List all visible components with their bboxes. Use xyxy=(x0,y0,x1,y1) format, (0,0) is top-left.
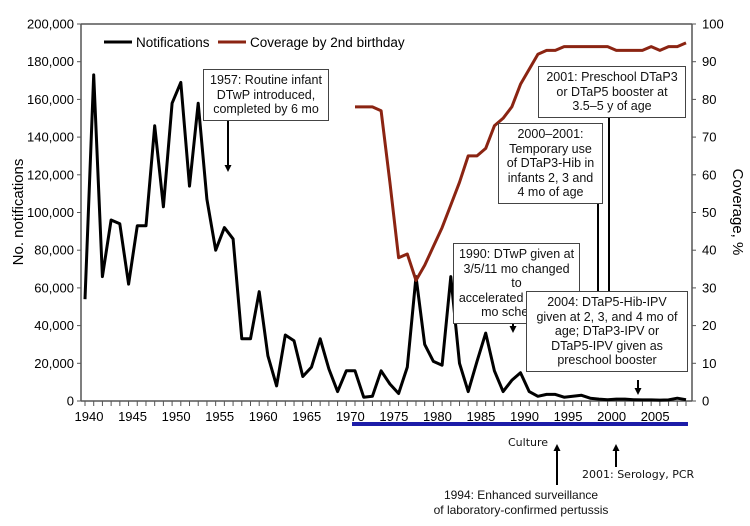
annotation-line: infants 2, 3 and xyxy=(507,170,594,185)
x-tick-label: 1980 xyxy=(423,409,452,424)
y-tick-label: 200,000 xyxy=(27,17,74,32)
serology-pcr-note: 2001: Serology, PCR xyxy=(582,468,695,481)
y2-axis-label: Coverage, % xyxy=(729,169,746,256)
y-axis-label: No. notifications xyxy=(10,159,27,266)
x-tick-label: 1960 xyxy=(249,409,278,424)
y-tick-label: 100,000 xyxy=(27,205,74,220)
y2-tick-label: 0 xyxy=(702,394,709,409)
annotation-line: of DTaP3-Hib in xyxy=(506,156,595,170)
legend-label-notifications: Notifications xyxy=(136,35,210,50)
annotation-line: 3/5/11 mo changed to xyxy=(463,261,570,291)
annotation-line: 2001: Preschool DTaP3 xyxy=(546,70,678,84)
x-tick-label: 2000 xyxy=(597,409,626,424)
arrow-1957-head xyxy=(224,165,232,172)
annotation-line: DTwP introduced, xyxy=(216,87,316,102)
y2-tick-label: 100 xyxy=(702,17,724,32)
y2-tick-label: 60 xyxy=(702,167,716,182)
x-tick-label: 1955 xyxy=(205,409,234,424)
arrow-2001-serology-head xyxy=(612,444,620,451)
y2-tick-label: 70 xyxy=(702,130,716,145)
note-line: 1994: Enhanced surveillance xyxy=(443,488,599,502)
annotation-line: 1990: DTwP given at xyxy=(458,247,575,261)
x-tick-label: 1985 xyxy=(466,409,495,424)
series-layer xyxy=(83,41,687,402)
annotation-line: 2000–2001: xyxy=(517,127,584,141)
y2-tick-label: 90 xyxy=(702,54,716,69)
notifications-line xyxy=(83,73,687,402)
annotation-a1957: 1957: Routine infant DTwP introduced, comp… xyxy=(203,69,329,121)
annotation-line: preschool booster xyxy=(557,353,657,367)
y-tick-label: 120,000 xyxy=(27,167,74,182)
annotation-a2001b: 2001: Preschool DTaP3 or DTaP5 booster at… xyxy=(538,66,686,118)
y2-tick-label: 50 xyxy=(702,205,716,220)
y-tick-label: 160,000 xyxy=(27,92,74,107)
annotation-line: given at 2, 3, and 4 mo of xyxy=(536,309,678,324)
x-tick-label: 1975 xyxy=(379,409,408,424)
x-tick-label: 2005 xyxy=(641,409,670,424)
annotation-line: 2004: DTaP5-Hib-IPV xyxy=(547,295,667,309)
x-tick-label: 1940 xyxy=(75,409,104,424)
annotation-a2004: 2004: DTaP5-Hib-IPV given at 2, 3, and 4 … xyxy=(526,291,688,372)
y-tick-label: 0 xyxy=(67,394,74,409)
x-tick-label: 1965 xyxy=(292,409,321,424)
x-tick-label: 1970 xyxy=(336,409,365,424)
annotation-line: or DTaP5 booster at xyxy=(556,84,668,99)
arrow-2004-head xyxy=(634,388,642,395)
annotation-line: DTaP5-IPV given as xyxy=(551,338,663,353)
legend-label-coverage: Coverage by 2nd birthday xyxy=(250,35,405,50)
annotation-line: 3.5–5 y of age xyxy=(572,99,652,113)
y2-tick-label: 80 xyxy=(702,92,716,107)
arrow-1994-head xyxy=(553,444,561,451)
annotation-line: 1957: Routine infant xyxy=(210,73,322,87)
y-tick-label: 140,000 xyxy=(27,130,74,145)
annotation-line: Temporary use xyxy=(509,141,592,156)
y2-tick-label: 30 xyxy=(702,280,716,295)
arrow-1990-head xyxy=(509,326,517,333)
y-tick-label: 180,000 xyxy=(27,54,74,69)
y2-tick-label: 10 xyxy=(702,356,716,371)
annotation-a2000: 2000–2001: Temporary use of DTaP3-Hib in in… xyxy=(498,123,603,204)
note-line: of laboratory-confirmed pertussis xyxy=(433,503,609,517)
culture-label: Culture xyxy=(508,436,549,449)
y-tick-label: 80,000 xyxy=(34,243,74,258)
y-tick-label: 20,000 xyxy=(34,356,74,371)
annotation-line: 4 mo of age xyxy=(517,185,584,199)
annotation-line: age; DTaP3-IPV or xyxy=(554,324,660,338)
x-tick-label: 1945 xyxy=(118,409,147,424)
annotation-a1990: 1990: DTwP given at 3/5/11 mo changed to a… xyxy=(453,243,580,324)
y2-tick-label: 20 xyxy=(702,318,716,333)
x-tick-label: 1950 xyxy=(162,409,191,424)
annotation-line: completed by 6 mo xyxy=(213,102,319,116)
axes: 0 20,000 40,000 60,000 80,000 100,000 120,000 1… xyxy=(27,17,724,426)
y-tick-label: 60,000 xyxy=(34,280,74,295)
y-tick-label: 40,000 xyxy=(34,318,74,333)
legend: Notifications Coverage by 2nd birthday xyxy=(104,35,405,50)
y2-tick-label: 40 xyxy=(702,243,716,258)
x-tick-label: 1990 xyxy=(510,409,539,424)
x-tick-label: 1995 xyxy=(554,409,583,424)
enhanced-surveillance-note: 1994: Enhanced surveillance of laboratory… xyxy=(413,488,629,518)
